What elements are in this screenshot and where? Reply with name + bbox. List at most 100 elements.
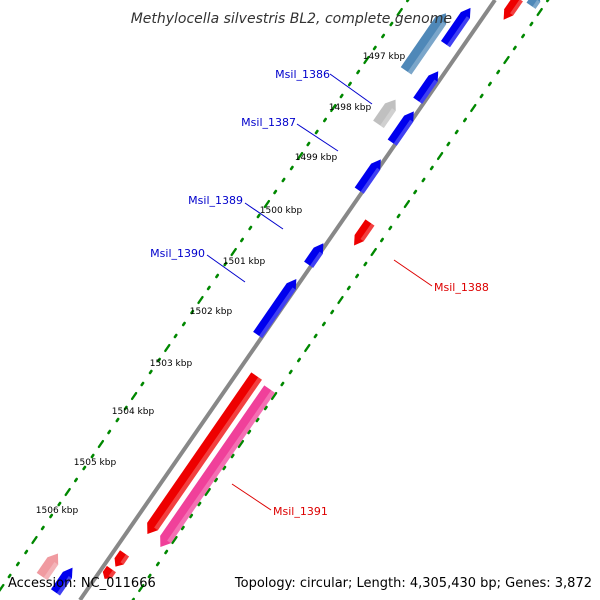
minor-tick — [363, 261, 368, 267]
minor-tick — [479, 93, 484, 99]
minor-tick — [389, 21, 394, 27]
gene-label-callout-line — [296, 123, 339, 152]
minor-tick — [381, 33, 386, 39]
accession-label: Accession: NC_011666 — [8, 576, 156, 591]
minor-tick — [181, 321, 186, 327]
scale-tick-label: 1500 kbp — [260, 206, 303, 216]
major-tick — [0, 583, 5, 592]
minor-tick — [281, 177, 286, 183]
feature-msil-1386-a — [410, 71, 439, 104]
major-tick — [270, 391, 278, 401]
minor-tick — [321, 321, 326, 327]
gene-label: Msil_1387 — [241, 116, 296, 129]
scale-tick-label: 1498 kbp — [329, 103, 372, 113]
minor-tick — [222, 465, 227, 471]
gene-labels: Msil_1386 Msil_1387 Msil_1389 Msil_1390 Msil… — [150, 68, 489, 518]
minor-tick — [454, 129, 459, 135]
minor-tick — [273, 189, 278, 195]
minor-tick — [15, 561, 20, 567]
minor-tick — [388, 225, 393, 231]
scale-tick-label: 1504 kbp — [112, 407, 155, 417]
gene-label-callouts — [206, 73, 433, 511]
scale-tick-label: 1497 kbp — [363, 52, 406, 62]
minor-tick — [289, 165, 294, 171]
major-tick — [536, 7, 543, 17]
feature-rna-lower-left — [34, 553, 59, 581]
major-tick — [263, 199, 271, 209]
minor-tick — [521, 33, 526, 39]
major-tick — [197, 295, 204, 305]
feature-reverse-lower-a — [114, 548, 130, 567]
minor-tick — [180, 525, 185, 531]
scale-tick-label: 1505 kbp — [74, 458, 117, 468]
feature-msil-1387 — [385, 111, 414, 146]
minor-tick — [406, 0, 410, 3]
minor-tick — [313, 333, 318, 339]
minor-tick — [297, 357, 301, 363]
minor-tick — [339, 93, 344, 99]
minor-tick — [206, 285, 211, 291]
minor-tick — [306, 141, 311, 147]
minor-tick — [107, 429, 112, 435]
feature-msil-1384 — [438, 7, 471, 48]
minor-tick — [82, 465, 87, 471]
genome-summary: Topology: circular; Length: 4,305,430 bp… — [234, 576, 592, 591]
minor-tick — [57, 501, 62, 507]
minor-tick — [214, 477, 218, 483]
major-tick — [363, 55, 370, 65]
minor-tick — [197, 501, 202, 507]
minor-tick — [164, 549, 169, 555]
major-tick — [503, 55, 510, 65]
gene-features — [34, 0, 541, 596]
minor-tick — [7, 573, 12, 579]
map-title: Methylocella silvestris BL2, complete ge… — [131, 11, 452, 27]
major-tick — [370, 247, 377, 257]
minor-tick — [157, 357, 161, 363]
major-tick — [164, 343, 171, 353]
scale-tick-label: 1506 kbp — [36, 506, 79, 516]
scale-tick-label: 1502 kbp — [190, 307, 233, 317]
scale-tick-labels: 1497 kbp 1498 kbp 1499 kbp 1500 kbp 1501 kbp… — [36, 52, 406, 516]
minor-tick — [413, 189, 418, 195]
scale-tick-label: 1501 kbp — [223, 257, 266, 267]
minor-tick — [380, 237, 384, 243]
major-tick — [396, 7, 403, 17]
gene-label: Msil_1388 — [434, 281, 489, 294]
minor-tick — [173, 333, 178, 339]
minor-tick — [280, 381, 285, 387]
minor-tick — [487, 81, 492, 87]
minor-tick — [230, 453, 235, 459]
minor-tick — [148, 369, 153, 375]
minor-tick — [215, 273, 220, 279]
minor-tick — [446, 141, 451, 147]
gene-label: Msil_1389 — [188, 194, 243, 207]
minor-tick — [314, 129, 319, 135]
feature-rna-upper — [398, 13, 447, 75]
minor-tick — [463, 117, 467, 123]
minor-tick — [330, 309, 335, 315]
major-tick — [31, 535, 38, 545]
major-tick — [304, 343, 311, 353]
minor-tick — [256, 213, 261, 219]
feature-reverse-lower-b — [102, 564, 116, 579]
scale-tick-label: 1503 kbp — [150, 359, 193, 369]
major-tick — [337, 295, 344, 305]
feature-msil-1391-b — [160, 383, 275, 547]
minor-tick — [147, 573, 152, 579]
major-tick — [130, 391, 138, 401]
scale-tick-label: 1499 kbp — [295, 153, 338, 163]
minor-tick — [429, 165, 434, 171]
minor-tick — [189, 513, 194, 519]
minor-tick — [190, 309, 195, 315]
feature-msil-1388 — [354, 217, 375, 246]
major-tick — [237, 439, 245, 449]
minor-tick — [24, 549, 29, 555]
minor-tick — [115, 417, 120, 423]
minor-tick — [155, 561, 160, 567]
feature-rna-top-right — [524, 0, 541, 9]
minor-tick — [74, 477, 78, 483]
minor-tick — [263, 405, 268, 411]
minor-tick — [90, 453, 95, 459]
gene-label: Msil_1390 — [150, 247, 205, 260]
gene-label-callout-line — [231, 483, 272, 511]
